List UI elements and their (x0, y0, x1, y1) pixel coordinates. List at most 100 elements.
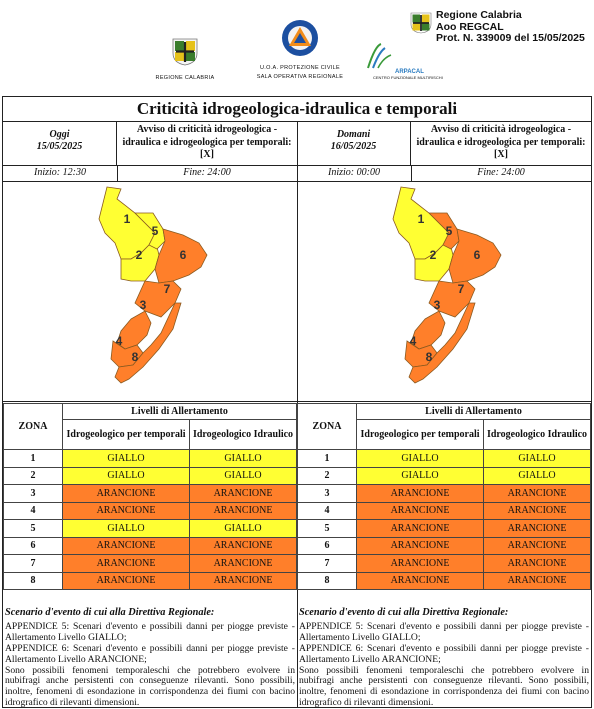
zone-8-label: 8 (132, 350, 139, 364)
level-temporali: GIALLO (355, 466, 485, 485)
bulletin-title: Criticità idrogeologica-idraulica e temp… (3, 97, 591, 122)
level-temporali: GIALLO (61, 449, 191, 468)
protezione-line-1: U.O.A. PROTEZIONE CIVILE (260, 65, 340, 71)
stamp-line-1: Regione Calabria (436, 9, 522, 21)
calabria-map: 1 2 3 4 5 6 7 8 (392, 186, 502, 384)
zone-map-today: 1 2 3 4 5 6 7 8 (3, 181, 297, 402)
zones-group: 1 2 3 4 5 6 7 8 (98, 186, 208, 384)
start-time: Inizio: 00:00 (297, 165, 412, 181)
table-row: 4 ARANCIONE ARANCIONE (3, 501, 297, 520)
col-temporali-header: Idrogeologico per temporali (61, 419, 191, 450)
zone-6-area (154, 228, 208, 284)
table-row: 3 ARANCIONE ARANCIONE (297, 484, 591, 503)
zone-5-area (134, 212, 166, 250)
zone-number: 1 (297, 449, 357, 468)
arpacal-icon (367, 43, 392, 69)
level-idraulico: GIALLO (483, 449, 591, 468)
zone-7-label: 7 (458, 282, 465, 296)
scenario-appendix-6: APPENDICE 6: Scenari d'evento e possibil… (299, 642, 589, 665)
table-row: 7 ARANCIONE ARANCIONE (3, 554, 297, 573)
level-temporali: ARANCIONE (355, 554, 485, 573)
zone-number: 4 (297, 501, 357, 520)
level-temporali: ARANCIONE (61, 501, 191, 520)
avviso-text: Avviso di criticità idrogeologica - idra… (416, 124, 586, 160)
table-row: 6 ARANCIONE ARANCIONE (3, 536, 297, 555)
level-idraulico: ARANCIONE (483, 571, 591, 590)
scenario-heading: Scenario d'evento di cui alla Direttiva … (299, 607, 509, 618)
level-idraulico: ARANCIONE (483, 519, 591, 538)
scenario-description: Sono possibili fenomeni temporaleschi ch… (5, 664, 295, 709)
zone-number: 6 (3, 536, 63, 555)
stamp-line-2: Aoo REGCAL (436, 20, 504, 33)
zone-6-label: 6 (474, 248, 481, 262)
day-header: Oggi 15/05/2025 Avviso di criticità idro… (3, 121, 297, 166)
table-row: 8 ARANCIONE ARANCIONE (297, 571, 591, 590)
protocol-stamp: Regione Calabria Aoo REGCAL Prot. N. 339… (410, 9, 590, 48)
end-time: Fine: 24:00 (477, 167, 525, 178)
scenario-description: Sono possibili fenomeni temporaleschi ch… (299, 664, 589, 709)
zone-1-label: 1 (124, 212, 131, 226)
zone-number: 8 (297, 571, 357, 590)
zone-number: 7 (3, 554, 63, 573)
arpacal-logo: ARPACAL CENTRO FUNZIONALE MULTIRISCHI (365, 42, 460, 80)
level-temporali: ARANCIONE (61, 536, 191, 555)
day-label-box: Oggi 15/05/2025 (3, 121, 117, 165)
scenario-heading: Scenario d'evento di cui alla Direttiva … (5, 607, 215, 618)
scenario-appendix-5: APPENDICE 5: Scenari d'evento e possibil… (5, 620, 295, 643)
day-date: 15/05/2025 (36, 141, 83, 152)
zone-7-label: 7 (164, 282, 171, 296)
level-temporali: ARANCIONE (355, 484, 485, 503)
col-idraulico-header: Idrogeologico Idraulico (483, 419, 591, 450)
zone-number: 4 (3, 501, 63, 520)
table-row: 2 GIALLO GIALLO (297, 466, 591, 485)
zone-number: 7 (297, 554, 357, 573)
zone-number: 2 (3, 466, 63, 485)
scenario-text: Scenario d'evento di cui alla Direttiva … (297, 607, 591, 709)
zone-2-label: 2 (430, 248, 437, 262)
protezione-civile-icon (282, 20, 318, 56)
zone-2-label: 2 (136, 248, 143, 262)
level-idraulico: ARANCIONE (483, 484, 591, 503)
day-label-box: Domani 16/05/2025 (297, 121, 411, 165)
zone-6-label: 6 (180, 248, 187, 262)
table-row: 1 GIALLO GIALLO (3, 449, 297, 468)
zone-5-label: 5 (152, 224, 159, 238)
level-idraulico: ARANCIONE (189, 536, 297, 555)
scenario-appendix-5: APPENDICE 5: Scenari d'evento e possibil… (299, 620, 589, 643)
table-row: 3 ARANCIONE ARANCIONE (3, 484, 297, 503)
level-temporali: ARANCIONE (355, 501, 485, 520)
zone-1-label: 1 (418, 212, 425, 226)
level-idraulico: ARANCIONE (189, 484, 297, 503)
zone-number: 8 (3, 571, 63, 590)
zone-number: 5 (297, 519, 357, 538)
zone-6-area (448, 228, 502, 284)
calabria-map: 1 2 3 4 5 6 7 8 (98, 186, 208, 384)
regione-calabria-logo: REGIONE CALABRIA (150, 38, 220, 81)
level-idraulico: ARANCIONE (189, 554, 297, 573)
level-idraulico: GIALLO (189, 449, 297, 468)
livelli-header: Livelli di Allertamento (356, 403, 591, 420)
zona-header: ZONA (3, 403, 63, 450)
level-idraulico: ARANCIONE (483, 554, 591, 573)
day-header: Domani 16/05/2025 Avviso di criticità id… (297, 121, 591, 166)
alert-levels-table-tomorrow: ZONA Livelli di Allertamento Idrogeologico… (297, 403, 591, 590)
level-idraulico: ARANCIONE (189, 571, 297, 590)
scenario-text: Scenario d'evento di cui alla Direttiva … (3, 607, 297, 709)
zone-number: 3 (3, 484, 63, 503)
table-row: 2 GIALLO GIALLO (3, 466, 297, 485)
table-row: 8 ARANCIONE ARANCIONE (3, 571, 297, 590)
alert-levels-table-today: ZONA Livelli di Allertamento Idrogeologico… (3, 403, 297, 590)
table-row: 5 GIALLO GIALLO (3, 519, 297, 538)
zone-number: 1 (3, 449, 63, 468)
zone-number: 5 (3, 519, 63, 538)
level-idraulico: GIALLO (189, 519, 297, 538)
level-idraulico: ARANCIONE (483, 536, 591, 555)
start-time: Inizio: 12:30 (3, 165, 118, 181)
table-row: 1 GIALLO GIALLO (297, 449, 591, 468)
time-window: Inizio: 00:00 Fine: 24:00 (297, 165, 591, 182)
col-idraulico-header: Idrogeologico Idraulico (189, 419, 297, 450)
protezione-line-2: SALA OPERATIVA REGIONALE (256, 74, 344, 80)
table-row: 6 ARANCIONE ARANCIONE (297, 536, 591, 555)
col-temporali-header: Idrogeologico per temporali (355, 419, 485, 450)
day-label: Oggi (49, 129, 70, 140)
